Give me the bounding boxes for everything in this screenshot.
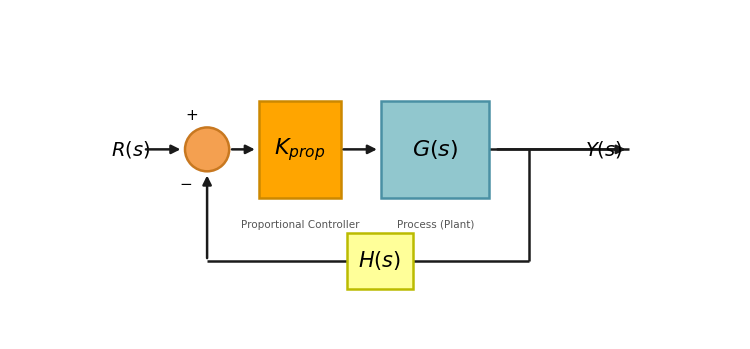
Text: Process (Plant): Process (Plant) [397,220,474,230]
FancyBboxPatch shape [260,101,340,198]
FancyBboxPatch shape [346,233,413,289]
Text: $R(s)$: $R(s)$ [111,139,151,160]
Text: $Y(s)$: $Y(s)$ [585,139,622,160]
Text: $+$: $+$ [184,108,198,123]
Text: $H(s)$: $H(s)$ [358,250,401,273]
Ellipse shape [185,127,230,171]
FancyBboxPatch shape [382,101,489,198]
Text: $K_{prop}$: $K_{prop}$ [274,136,326,163]
Text: $-$: $-$ [179,176,192,191]
Text: Proportional Controller: Proportional Controller [241,220,359,230]
Text: $G(s)$: $G(s)$ [412,138,458,161]
